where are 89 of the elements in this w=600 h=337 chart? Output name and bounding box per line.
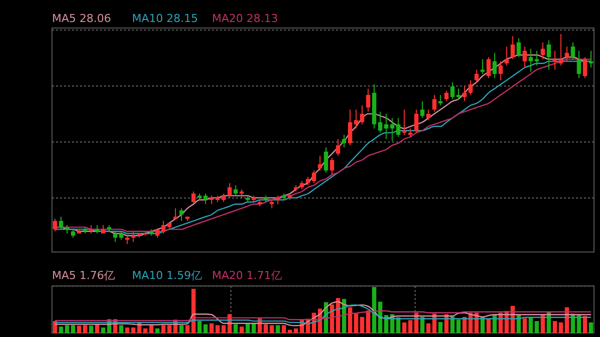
bar [167,325,172,333]
bar [438,322,443,333]
candlestick [558,34,563,66]
bar [354,314,358,333]
bar [216,325,220,333]
candlestick [432,94,437,112]
candlestick [498,60,503,81]
candlestick [522,46,527,68]
bar [155,328,160,333]
bar [240,326,244,333]
candlestick [570,42,576,60]
candlestick [438,94,443,106]
candlestick [480,58,485,74]
candlestick [179,208,184,222]
bar [76,326,82,333]
candlestick [360,104,364,125]
text: MA5 28.06 [52,12,112,25]
bar [179,325,184,333]
candlestick [468,80,473,96]
candlestick [456,88,461,100]
candlestick [546,40,551,70]
bar [348,307,352,333]
candlestick [173,208,178,220]
candlestick [444,90,449,102]
candlestick [354,109,358,129]
text: MA10 1.59亿 [132,269,202,282]
candlestick [540,42,545,60]
text: MA20 28.13 [212,12,278,25]
candlestick [348,109,352,146]
candlestick [450,82,455,100]
bar [294,328,298,333]
bar [119,325,124,333]
bar [58,326,64,333]
candlestick [582,56,588,79]
candlestick [426,109,430,121]
bar [558,322,563,333]
candlestick [131,230,136,242]
candlestick [366,88,370,112]
bar [149,325,154,333]
bar [552,321,557,333]
bar [588,322,594,333]
candlestick [576,50,582,79]
text: MA20 1.71亿 [212,269,282,282]
bar [426,323,430,333]
candlestick [492,52,497,79]
candlestick [510,36,515,60]
bar [83,325,88,333]
bar [522,318,527,333]
candlestick [318,155,322,171]
candlestick [330,157,334,176]
bar [282,325,286,333]
candlestick [402,109,406,136]
bar [456,320,461,333]
candlestick [161,220,166,234]
bar [70,325,76,333]
candlestick [234,184,238,196]
candlestick [203,193,208,205]
bar [540,315,545,333]
bar [185,325,190,333]
bar [276,325,280,333]
text: MA10 28.15 [132,12,198,25]
text: MA5 1.76亿 [52,269,116,282]
candlestick [504,46,509,66]
bar [222,325,226,333]
candlestick [414,109,418,134]
candlestick [486,56,491,79]
candlestick [474,69,479,83]
candlestick [191,191,196,205]
candlestick [228,182,232,198]
candlestick [564,46,570,62]
candlestick [462,86,467,102]
candlestick [312,170,316,184]
bar [89,326,94,333]
bar [161,325,166,333]
candlestick [420,100,424,118]
bar [197,321,202,333]
bar [576,315,582,333]
candlestick [516,38,521,58]
candlestick [52,218,58,232]
candlestick [552,50,557,70]
candlestick [588,50,594,68]
candlestick [58,216,64,230]
candlestick [324,146,328,174]
bar [234,324,238,333]
candlestick [336,138,340,156]
candlestick [342,134,346,148]
bar [209,323,214,333]
bar [203,324,208,333]
bar [64,325,70,333]
